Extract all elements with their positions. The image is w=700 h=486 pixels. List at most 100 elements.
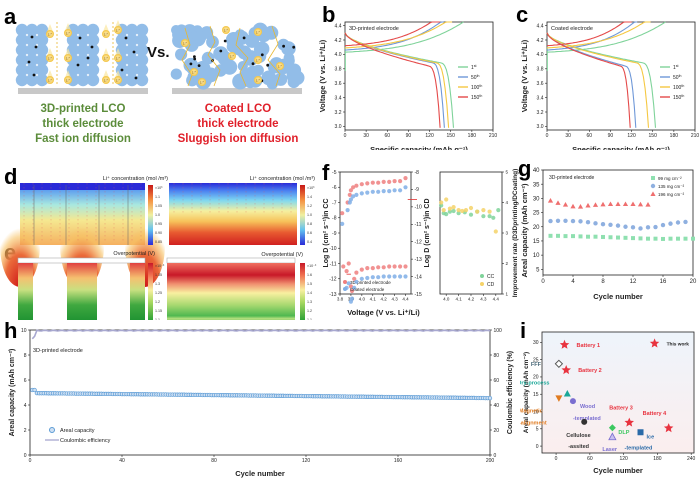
li-ion: [46, 54, 54, 62]
lco-particle: [277, 38, 290, 51]
li-ion-label: Li⁺: [224, 29, 229, 33]
lco-particle: [86, 63, 100, 77]
x-tick-label: 90: [406, 133, 412, 139]
legend-label: 50th: [471, 74, 480, 81]
circle-marker: [569, 398, 576, 405]
point-triangle: [570, 203, 576, 209]
colorbar-tick-label: 1.1: [307, 318, 312, 320]
x-tick-label: 4.1: [370, 297, 377, 302]
x-tick-label: 0: [29, 458, 32, 464]
right-electrode-illustration: Li⁺ Li⁺ Li⁺ Li⁺ Li⁺ Li⁺ Li⁺ Li⁺ Li⁺: [170, 22, 305, 94]
x-tick-label: 16: [660, 279, 667, 285]
cd-point: [359, 267, 364, 272]
point-triangle: [555, 200, 561, 205]
y-tick-label: 3.2: [335, 110, 342, 116]
point-label: DLP: [618, 430, 629, 436]
legend-label: 1st: [673, 64, 679, 71]
colorbar-tick-label: ×10⁻³: [307, 264, 317, 268]
chart-title: 3D-printed electrode: [349, 26, 399, 32]
li-ion-label: Li⁺: [104, 79, 109, 83]
cd-point: [387, 264, 392, 269]
legend-label: 196 mg cm⁻²: [658, 192, 685, 197]
li-ion: [114, 54, 122, 62]
cd-point: [359, 276, 364, 281]
point-label: FFF: [531, 362, 542, 368]
point-square: [601, 234, 605, 239]
d-left-colorbar: [148, 185, 153, 245]
lco-particle: [35, 33, 49, 47]
cc-point: [354, 192, 359, 197]
d-left-title: Li⁺ concentration (mol /m³): [103, 175, 168, 182]
carbon-dot: [76, 63, 80, 67]
lco-particle: [232, 43, 246, 56]
colorbar-tick-label: 0.95: [155, 222, 162, 226]
cc-point: [351, 185, 356, 190]
carbon-dot: [193, 55, 196, 59]
li-ion-label: Li⁺: [256, 79, 261, 83]
cc-point: [392, 188, 397, 193]
point-circle: [570, 218, 576, 224]
point-circle: [585, 220, 591, 225]
x-tick-label: 90: [608, 133, 614, 139]
colorbar-tick-label: 1.15: [155, 309, 162, 313]
lco-particle: [135, 73, 149, 87]
legend-label: 99 mg cm⁻²: [658, 176, 682, 181]
point-circle: [608, 222, 613, 227]
point-CD: [460, 208, 465, 214]
x-tick-label: 4.3: [391, 297, 398, 302]
y-tick-label: 3.0: [537, 124, 544, 130]
lco-particle: [206, 35, 219, 49]
point-CC: [468, 212, 474, 217]
colorbar-tick-label: 1.0: [307, 213, 312, 217]
y-axis-label-left: Areal capacity (mAh cm⁻²): [9, 349, 16, 437]
x-tick-label: 4.3: [480, 297, 487, 302]
right-caption: Coated LCO thick electrode Sluggish ion …: [168, 102, 308, 147]
y-axis-label-left: Log D (cm² s⁻¹)in CC: [323, 198, 330, 267]
li-ion: [114, 76, 122, 84]
square-marker: [637, 429, 644, 436]
carbon-dot: [78, 36, 82, 40]
y-tick-label: 25: [533, 357, 539, 363]
legend-marker: [343, 280, 347, 284]
panel-letter-f: f: [322, 160, 330, 185]
y-tick-label: 3.8: [537, 67, 544, 73]
chart-title: 3D-printed electrode: [549, 175, 595, 181]
cc-point: [376, 189, 381, 194]
left-caption-line: thick electrode: [42, 118, 124, 130]
lco-particle: [35, 43, 49, 57]
point-square: [691, 236, 695, 241]
li-ion: [276, 62, 284, 70]
x-tick-label: 40: [119, 458, 125, 464]
legend-superscript: th: [479, 84, 482, 88]
point-square: [683, 236, 688, 241]
lco-particle: [15, 23, 29, 37]
point-label: Battery 2: [578, 368, 602, 374]
y-tick-label: 4.0: [335, 52, 342, 58]
cc-point: [387, 189, 392, 194]
point-label: Laser: [602, 447, 618, 453]
e-left-title: Overpotential (V): [113, 251, 155, 257]
legend-label: CC: [487, 274, 495, 280]
x-tick-label: 120: [627, 133, 636, 139]
lco-particle: [15, 43, 29, 57]
li-ion-label: Li⁺: [104, 57, 109, 61]
point-CC: [491, 215, 496, 220]
point-label: Cellulose: [566, 433, 590, 439]
li-ion: [254, 76, 262, 84]
colorbar-tick-label: 1.4: [307, 291, 312, 295]
point-CC: [456, 211, 461, 216]
y-tick-label: 10: [533, 409, 539, 415]
y-axis-label: Voltage (V vs. Li⁺/Li): [318, 39, 327, 112]
lco-particle: [213, 46, 229, 62]
cc-point: [370, 189, 375, 194]
lco-particle: [115, 33, 129, 47]
point-circle: [578, 219, 583, 224]
d-right-heatmap: [169, 183, 297, 245]
y-tick-label: 100: [494, 328, 503, 334]
x-tick-label: 3.8: [337, 297, 344, 302]
lco-particle: [170, 68, 182, 80]
panel-letter-g: g: [518, 156, 532, 181]
cc-point: [403, 176, 408, 181]
y-tick-label: 4.4: [335, 23, 342, 29]
